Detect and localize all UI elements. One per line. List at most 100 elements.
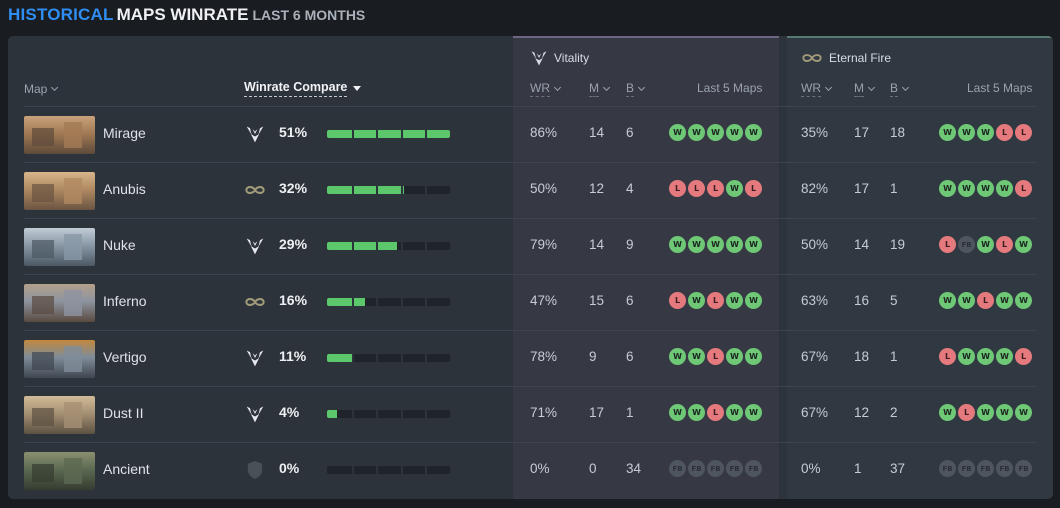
t2-wr: 50%	[801, 237, 829, 252]
map-result-l: L	[707, 292, 724, 309]
map-result-w: W	[977, 236, 994, 253]
map-result-w: W	[745, 236, 762, 253]
winrate-leader-icon	[244, 123, 266, 145]
map-result-w: W	[977, 404, 994, 421]
vitality-logo-icon	[246, 406, 264, 423]
sort-t2-b-header[interactable]: B	[890, 81, 910, 97]
winrate-bar-fill	[327, 410, 337, 418]
t2-bans: 18	[890, 125, 906, 140]
t1-bans: 6	[626, 293, 634, 308]
map-result-l: L	[669, 292, 686, 309]
winrate-diff: 51%	[279, 124, 308, 140]
t2-maps: 12	[854, 405, 870, 420]
map-result-w: W	[745, 404, 762, 421]
vitality-column-bg	[513, 36, 779, 499]
map-thumbnail	[24, 396, 95, 434]
row-divider	[24, 274, 1037, 275]
map-result-l: L	[1015, 124, 1032, 141]
map-result-w: W	[726, 236, 743, 253]
winrate-leader-icon	[244, 403, 266, 425]
caret-down-icon	[353, 86, 362, 91]
map-result-w: W	[939, 124, 956, 141]
t1-wr: 79%	[530, 237, 558, 252]
t2-maps: 1	[854, 461, 862, 476]
t2-bans: 1	[890, 181, 898, 196]
sort-t2-m-header[interactable]: M	[854, 81, 876, 97]
map-result-w: W	[688, 348, 705, 365]
t2-bans: 19	[890, 237, 906, 252]
winrate-leader-icon	[244, 179, 266, 201]
map-result-l: L	[1015, 348, 1032, 365]
map-thumbnail	[24, 228, 95, 266]
map-thumbnail	[24, 284, 95, 322]
sort-winrate-compare-header[interactable]: Winrate Compare	[244, 80, 362, 97]
map-result-l: L	[707, 404, 724, 421]
map-result-w: W	[939, 180, 956, 197]
sort-t2-wr-header[interactable]: WR	[801, 81, 833, 97]
t1-wr: 47%	[530, 293, 558, 308]
map-result-fb: FB	[726, 460, 743, 477]
winrate-diff: 29%	[279, 236, 308, 252]
winrate-diff: 32%	[279, 180, 308, 196]
map-result-w: W	[996, 180, 1013, 197]
map-result-l: L	[669, 180, 686, 197]
vitality-logo-icon	[246, 350, 264, 367]
map-result-w: W	[939, 292, 956, 309]
map-result-fb: FB	[977, 460, 994, 477]
t2-bans: 37	[890, 461, 906, 476]
chevron-down-icon	[824, 83, 833, 92]
map-name: Anubis	[103, 181, 146, 197]
t1-maps: 15	[589, 293, 605, 308]
map-result-w: W	[669, 236, 686, 253]
t1-maps: 14	[589, 237, 605, 252]
winrate-leader-icon	[244, 347, 266, 369]
chevron-down-icon	[553, 83, 562, 92]
winrate-diff: 4%	[279, 404, 300, 420]
map-result-w: W	[958, 180, 975, 197]
map-result-l: L	[939, 348, 956, 365]
sort-t1-b-header[interactable]: B	[626, 81, 646, 97]
map-result-l: L	[958, 404, 975, 421]
map-result-w: W	[726, 292, 743, 309]
map-result-l: L	[707, 348, 724, 365]
t1-bans: 34	[626, 461, 642, 476]
eternal-fire-logo-icon	[802, 54, 822, 62]
map-result-w: W	[688, 404, 705, 421]
map-result-w: W	[958, 292, 975, 309]
map-result-w: W	[977, 180, 994, 197]
map-result-fb: FB	[939, 460, 956, 477]
eternal-fire-column-bg	[787, 36, 1053, 499]
winrate-bar-fill	[327, 354, 355, 362]
team-name-vitality: Vitality	[554, 51, 590, 65]
map-result-w: W	[958, 124, 975, 141]
winrate-diff: 16%	[279, 292, 308, 308]
map-name: Nuke	[103, 237, 136, 253]
vitality-logo-icon	[246, 238, 264, 255]
winrate-bar	[327, 354, 450, 362]
t2-last5: FB FB FB FB FB	[939, 460, 1032, 477]
map-result-w: W	[726, 124, 743, 141]
map-result-fb: FB	[958, 236, 975, 253]
sort-t1-wr-header[interactable]: WR	[530, 81, 562, 97]
t2-maps: 14	[854, 237, 870, 252]
chevron-down-icon	[867, 83, 876, 92]
sort-t1-m-header[interactable]: M	[589, 81, 611, 97]
row-divider	[24, 386, 1037, 387]
sort-map-header[interactable]: Map	[24, 82, 59, 96]
t1-maps: 17	[589, 405, 605, 420]
map-thumbnail	[24, 116, 95, 154]
map-result-w: W	[977, 348, 994, 365]
t1-maps: 14	[589, 125, 605, 140]
t2-wr: 67%	[801, 405, 829, 420]
table-row[interactable]: Ancient 0% 0% 0 34 FB FB FB FB FB 0% 1 37 FB…	[8, 442, 1053, 498]
